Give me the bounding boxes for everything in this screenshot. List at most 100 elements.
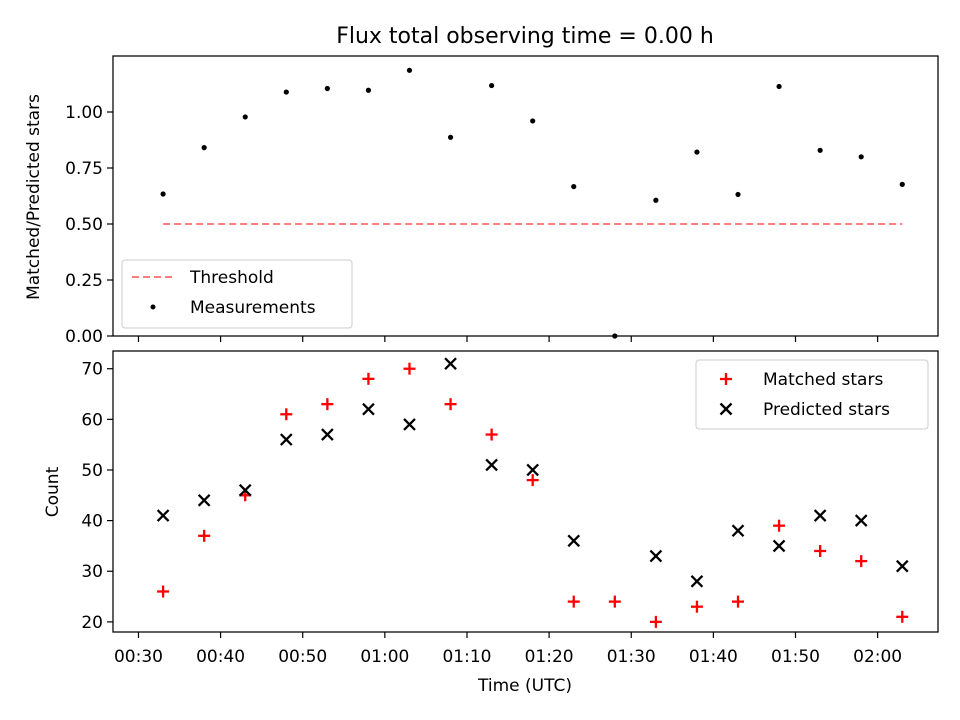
matched-point <box>321 398 334 411</box>
top-plot-frame <box>112 55 939 337</box>
bottom-count-axes: 20 30 40 50 60 70 00:30 00:40 00:50 01:00 01:10 01… <box>43 350 939 696</box>
predicted-point <box>526 463 539 477</box>
bottom-y-ticks: 20 30 40 50 60 70 <box>81 360 113 633</box>
ratio-point <box>447 134 454 140</box>
x-tick-label: 00:30 <box>114 647 163 667</box>
cross-stroke <box>690 575 704 588</box>
ratio-point <box>571 183 577 190</box>
legend-measurements-label: Measurements <box>190 298 316 318</box>
ratio-point <box>899 181 905 187</box>
predicted-point <box>197 494 211 507</box>
matched-point <box>690 600 703 613</box>
legend-predicted-swatch <box>719 402 733 416</box>
matched-point <box>444 398 457 411</box>
legend-predicted-marker <box>719 402 733 416</box>
ratio-point <box>530 118 536 124</box>
ratio-point <box>694 149 700 155</box>
predicted-point <box>690 575 704 588</box>
legend-matched-marker <box>720 373 732 385</box>
ratio-point <box>735 191 741 198</box>
top-y-tick-label: 0.25 <box>65 271 103 291</box>
bottom-y-tick-label: 60 <box>81 410 103 430</box>
x-tick-label: 01:00 <box>360 647 409 667</box>
predicted-point <box>649 549 663 563</box>
bottom-y-axis-label: Count <box>43 466 63 517</box>
x-tick-label: 01:10 <box>442 647 491 667</box>
matched-point <box>526 474 539 487</box>
predicted-point <box>485 458 498 472</box>
cross-stroke <box>403 418 416 431</box>
x-tick-label: 00:50 <box>278 647 327 667</box>
bottom-legend: Matched stars Predicted stars <box>695 359 929 430</box>
matched-point <box>198 529 211 542</box>
matched-point <box>608 595 621 608</box>
bottom-data-marks <box>156 357 909 628</box>
predicted-point <box>156 509 170 522</box>
predicted-point <box>362 402 375 416</box>
ratio-point <box>283 89 289 95</box>
ratio-point <box>406 67 413 73</box>
cross-stroke <box>321 428 334 441</box>
legend-matched-label: Matched stars <box>763 370 883 390</box>
matched-point <box>157 585 170 598</box>
cross-stroke <box>238 483 252 497</box>
ratio-point <box>776 83 782 90</box>
cross-stroke <box>444 357 457 370</box>
bottom-x-ticks: 00:30 00:40 00:50 01:00 01:10 01:20 01:30 01:40… <box>114 632 902 667</box>
x-tick-label: 01:20 <box>525 647 574 667</box>
top-y-ticks: 0.00 0.25 0.50 0.75 1.00 <box>65 103 113 347</box>
top-legend-box <box>121 259 353 329</box>
bottom-y-tick-label: 40 <box>81 512 103 532</box>
predicted-point <box>772 539 786 553</box>
matched-point <box>567 595 580 608</box>
cross-stroke <box>895 559 909 573</box>
bottom-y-tick-label: 20 <box>81 613 103 633</box>
cross-stroke <box>197 494 211 507</box>
top-y-tick-label: 0.75 <box>65 159 103 179</box>
predicted-point <box>279 433 293 446</box>
cross-stroke <box>485 458 498 472</box>
x-tick-label: 02:00 <box>853 647 902 667</box>
cross-stroke <box>567 534 581 548</box>
x-tick-label: 01:40 <box>689 647 738 667</box>
cross-stroke <box>156 509 170 522</box>
predicted-point <box>403 418 416 431</box>
cross-stroke <box>813 509 827 522</box>
matched-point <box>485 428 498 441</box>
ratio-point <box>489 82 495 89</box>
ratio-point <box>612 333 618 339</box>
ratio-point <box>858 154 864 160</box>
ratio-point <box>817 147 823 153</box>
x-axis-label: Time (UTC) <box>477 676 572 696</box>
predicted-point <box>854 514 868 527</box>
ratio-point <box>242 114 248 120</box>
matched-point <box>649 615 662 628</box>
cross-stroke <box>772 539 786 553</box>
bottom-plot-frame <box>112 350 939 633</box>
predicted-point <box>567 534 581 548</box>
cross-stroke <box>731 524 745 538</box>
matched-point <box>896 610 909 623</box>
cross-stroke <box>719 402 733 416</box>
predicted-point <box>731 524 745 538</box>
matched-point <box>280 408 293 421</box>
x-tick-label: 01:30 <box>607 647 656 667</box>
legend-matched-swatch <box>720 373 732 385</box>
matched-point <box>855 555 868 568</box>
top-x-ticks <box>137 336 879 342</box>
legend-threshold-label: Threshold <box>189 268 274 288</box>
predicted-point <box>895 559 909 573</box>
top-y-axis-label: Matched/Predicted stars <box>24 94 44 300</box>
top-legend: Threshold Measurements <box>121 259 353 329</box>
chart-title: Flux total observing time = 0.00 h <box>336 24 714 49</box>
matched-point <box>362 372 375 385</box>
matched-point <box>732 595 745 608</box>
top-y-tick-label: 0.50 <box>65 215 103 235</box>
ratio-point <box>324 85 330 92</box>
x-tick-label: 00:40 <box>196 647 245 667</box>
top-y-tick-label: 1.00 <box>65 103 103 123</box>
cross-stroke <box>526 463 539 477</box>
cross-stroke <box>854 514 868 527</box>
predicted-point <box>238 483 252 497</box>
